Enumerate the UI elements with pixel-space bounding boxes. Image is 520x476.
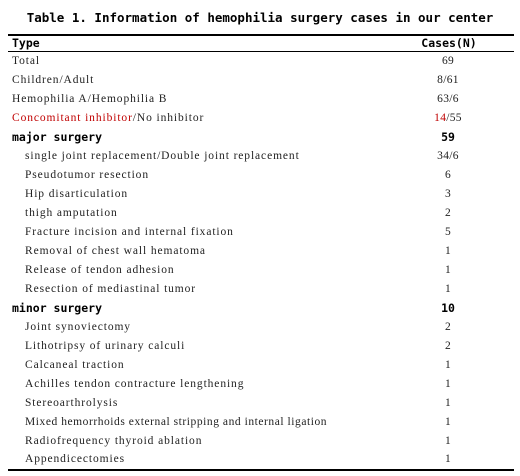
- row-value: 34/6: [437, 150, 459, 162]
- row-value: 1: [444, 245, 452, 257]
- row-label: Pseudotumor resection: [25, 169, 149, 181]
- row-label: Resection of mediastinal tumor: [25, 283, 197, 295]
- row-value: 8/61: [437, 74, 459, 86]
- row-label: Stereoarthrolysis: [25, 397, 119, 409]
- row-value-highlight: 14: [434, 112, 447, 124]
- row-value: 1: [444, 416, 452, 428]
- row-label: Lithotripsy of urinary calculi: [25, 340, 186, 352]
- table-row: Pseudotumor resection 6: [0, 166, 520, 185]
- table-row: single joint replacement/Double joint re…: [0, 147, 520, 166]
- table-row: Total 69: [0, 52, 520, 71]
- row-label: Release of tendon adhesion: [25, 264, 175, 276]
- table-row: Radiofrequency thyroid ablation 1: [0, 432, 520, 451]
- section-label: major surgery: [12, 130, 103, 144]
- row-value: 1: [444, 359, 452, 371]
- row-value: 3: [444, 188, 452, 200]
- table-row: Removal of chest wall hematoma 1: [0, 242, 520, 261]
- table-row: thigh amputation 2: [0, 204, 520, 223]
- table-header-rule: [8, 51, 514, 52]
- table-row: Calcaneal traction 1: [0, 356, 520, 375]
- row-label: single joint replacement/Double joint re…: [25, 150, 300, 162]
- section-label: minor surgery: [12, 301, 103, 315]
- row-value: 6: [444, 169, 452, 181]
- row-value: 2: [444, 340, 452, 352]
- table-row: Hip disarticulation 3: [0, 185, 520, 204]
- row-label-highlight: Concomitant inhibitor: [12, 112, 133, 124]
- row-label: Calcaneal traction: [25, 359, 125, 371]
- row-value: 1: [444, 283, 452, 295]
- table-row: Joint synoviectomy 2: [0, 318, 520, 337]
- row-value: 63/6: [437, 93, 459, 105]
- table-row: Mixed hemorrhoids external stripping and…: [0, 413, 520, 432]
- row-label: Hip disarticulation: [25, 188, 129, 200]
- row-label: Hemophilia A/Hemophilia B: [12, 93, 168, 105]
- row-value: 1: [444, 435, 452, 447]
- row-value: 69: [441, 55, 455, 67]
- row-value-rest: /55: [446, 112, 462, 124]
- table-caption: Table 1. Information of hemophilia surge…: [26, 10, 494, 25]
- table-row: Children/Adult 8/61: [0, 71, 520, 90]
- section-row-minor-surgery: minor surgery 10: [0, 299, 520, 318]
- table-row: Lithotripsy of urinary calculi 2: [0, 337, 520, 356]
- row-label: thigh amputation: [25, 207, 118, 219]
- table-row: Concomitant inhibitor/No inhibitor 14/55: [0, 109, 520, 128]
- row-label-rest: /No inhibitor: [132, 112, 205, 124]
- row-label: Concomitant inhibitor/No inhibitor: [12, 109, 204, 128]
- row-label: Appendicectomies: [25, 453, 125, 465]
- row-value: 1: [444, 264, 452, 276]
- row-value: 1: [444, 397, 452, 409]
- table-row: Appendicectomies 1: [0, 450, 520, 469]
- row-value: 14/55: [408, 109, 488, 128]
- row-value: 2: [444, 321, 452, 333]
- header-type: Type: [12, 36, 40, 50]
- row-label: Radiofrequency thyroid ablation: [25, 435, 203, 447]
- table-row: Fracture incision and internal fixation …: [0, 223, 520, 242]
- table-row: Hemophilia A/Hemophilia B 63/6: [0, 90, 520, 109]
- section-value: 59: [441, 130, 455, 144]
- section-value: 10: [441, 301, 455, 315]
- table-row: Achilles tendon contracture lengthening …: [0, 375, 520, 394]
- row-label: Total: [12, 55, 40, 67]
- table-bottom-rule: [8, 469, 514, 471]
- row-value: 2: [444, 207, 452, 219]
- section-row-major-surgery: major surgery 59: [0, 128, 520, 147]
- row-label: Removal of chest wall hematoma: [25, 245, 206, 257]
- row-label: Mixed hemorrhoids external stripping and…: [25, 416, 328, 428]
- row-label: Children/Adult: [12, 74, 95, 86]
- row-value: 1: [444, 453, 452, 465]
- row-label: Achilles tendon contracture lengthening: [25, 378, 245, 390]
- row-label: Fracture incision and internal fixation: [25, 226, 234, 238]
- row-value: 5: [444, 226, 452, 238]
- table-header-row: Type Cases(N): [0, 34, 520, 53]
- row-label: Joint synoviectomy: [25, 321, 131, 333]
- table-row: Stereoarthrolysis 1: [0, 394, 520, 413]
- row-value: 1: [444, 378, 452, 390]
- table-row: Resection of mediastinal tumor 1: [0, 280, 520, 299]
- table-top-rule: [8, 34, 514, 36]
- header-cases: Cases(N): [421, 36, 477, 50]
- table-row: Release of tendon adhesion 1: [0, 261, 520, 280]
